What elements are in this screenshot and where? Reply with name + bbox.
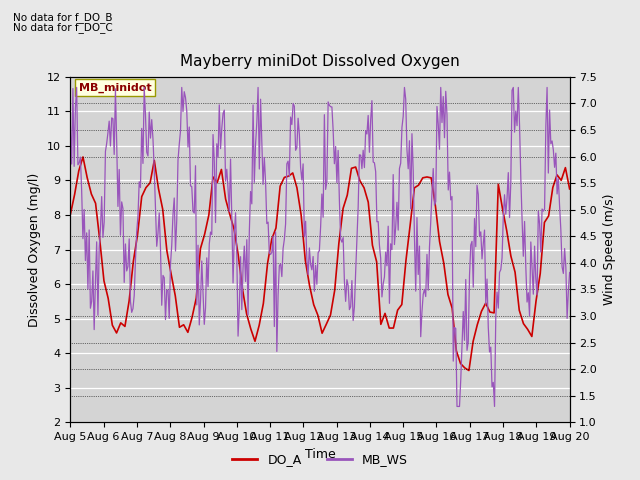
X-axis label: Time: Time: [305, 448, 335, 461]
Legend: DO_A, MB_WS: DO_A, MB_WS: [227, 448, 413, 471]
Text: No data for f_DO_C: No data for f_DO_C: [13, 22, 113, 33]
Y-axis label: Dissolved Oxygen (mg/l): Dissolved Oxygen (mg/l): [28, 172, 41, 327]
Title: Mayberry miniDot Dissolved Oxygen: Mayberry miniDot Dissolved Oxygen: [180, 54, 460, 69]
Text: MB_minidot: MB_minidot: [79, 83, 151, 93]
Y-axis label: Wind Speed (m/s): Wind Speed (m/s): [603, 194, 616, 305]
Text: No data for f_DO_B: No data for f_DO_B: [13, 12, 112, 23]
